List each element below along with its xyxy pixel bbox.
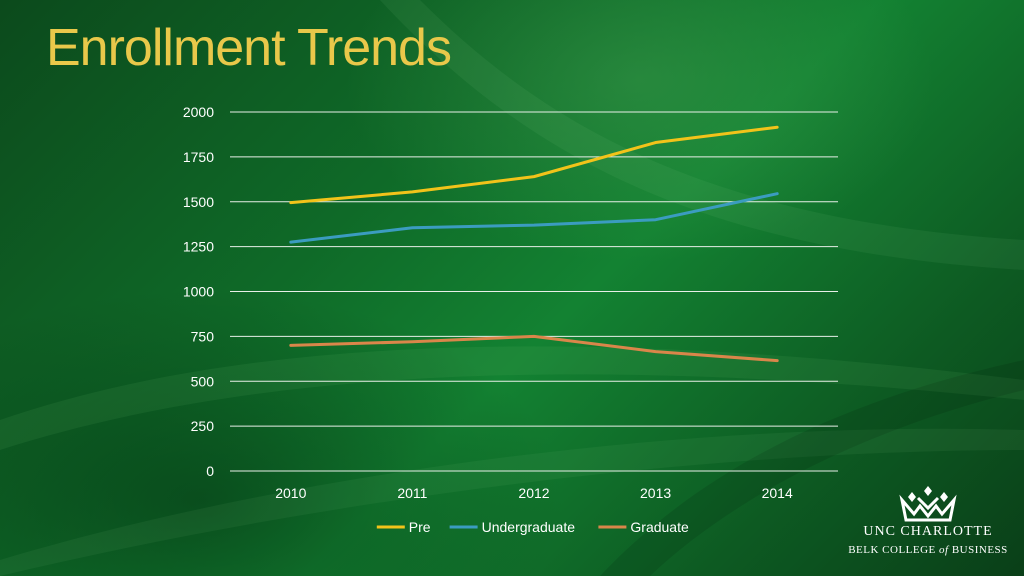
y-tick-label: 750	[191, 328, 215, 344]
series-line-undergraduate	[289, 192, 779, 244]
y-tick-label: 1750	[183, 149, 214, 165]
x-tick-label: 2011	[397, 485, 427, 501]
slide-title: Enrollment Trends	[46, 19, 452, 77]
legend-label: Pre	[409, 519, 431, 535]
logo-text-unc-charlotte: UNC CHARLOTTE	[863, 524, 993, 539]
y-tick-label: 250	[191, 418, 215, 434]
chart-series	[289, 125, 779, 363]
series-line-pre	[289, 125, 779, 205]
legend-label: Undergraduate	[482, 519, 576, 535]
logo-text-belk-part1: BELK COLLEGE	[848, 544, 940, 556]
chart-legend: Pre Undergraduate Graduate	[376, 519, 689, 535]
series-line-graduate	[289, 334, 779, 363]
x-tick-label: 2013	[640, 485, 671, 501]
logo-text-belk-of: of	[939, 544, 949, 556]
unc-charlotte-logo: UNC CHARLOTTE BELK COLLEGE of BUSINESS	[838, 484, 1018, 568]
y-tick-label: 500	[191, 373, 215, 389]
x-axis-ticks: 2010 2011 2012 2013 2014	[275, 485, 793, 501]
x-tick-label: 2012	[518, 485, 549, 501]
x-tick-label: 2010	[275, 485, 306, 501]
y-tick-label: 1000	[183, 284, 214, 300]
y-tick-label: 0	[206, 463, 214, 479]
logo-text-belk-college: BELK COLLEGE of BUSINESS	[838, 544, 1018, 556]
y-axis-ticks: 0 250 500 750 1000 1250 1500 1750 2000	[183, 104, 214, 479]
y-tick-label: 1250	[183, 239, 214, 255]
logo-text-belk-part2: BUSINESS	[948, 544, 1008, 556]
gridlines	[230, 111, 838, 472]
crown-logo-icon	[899, 486, 957, 522]
legend-label: Graduate	[630, 519, 689, 535]
x-tick-label: 2014	[762, 485, 793, 501]
y-tick-label: 2000	[183, 104, 214, 120]
y-tick-label: 1500	[183, 194, 214, 210]
